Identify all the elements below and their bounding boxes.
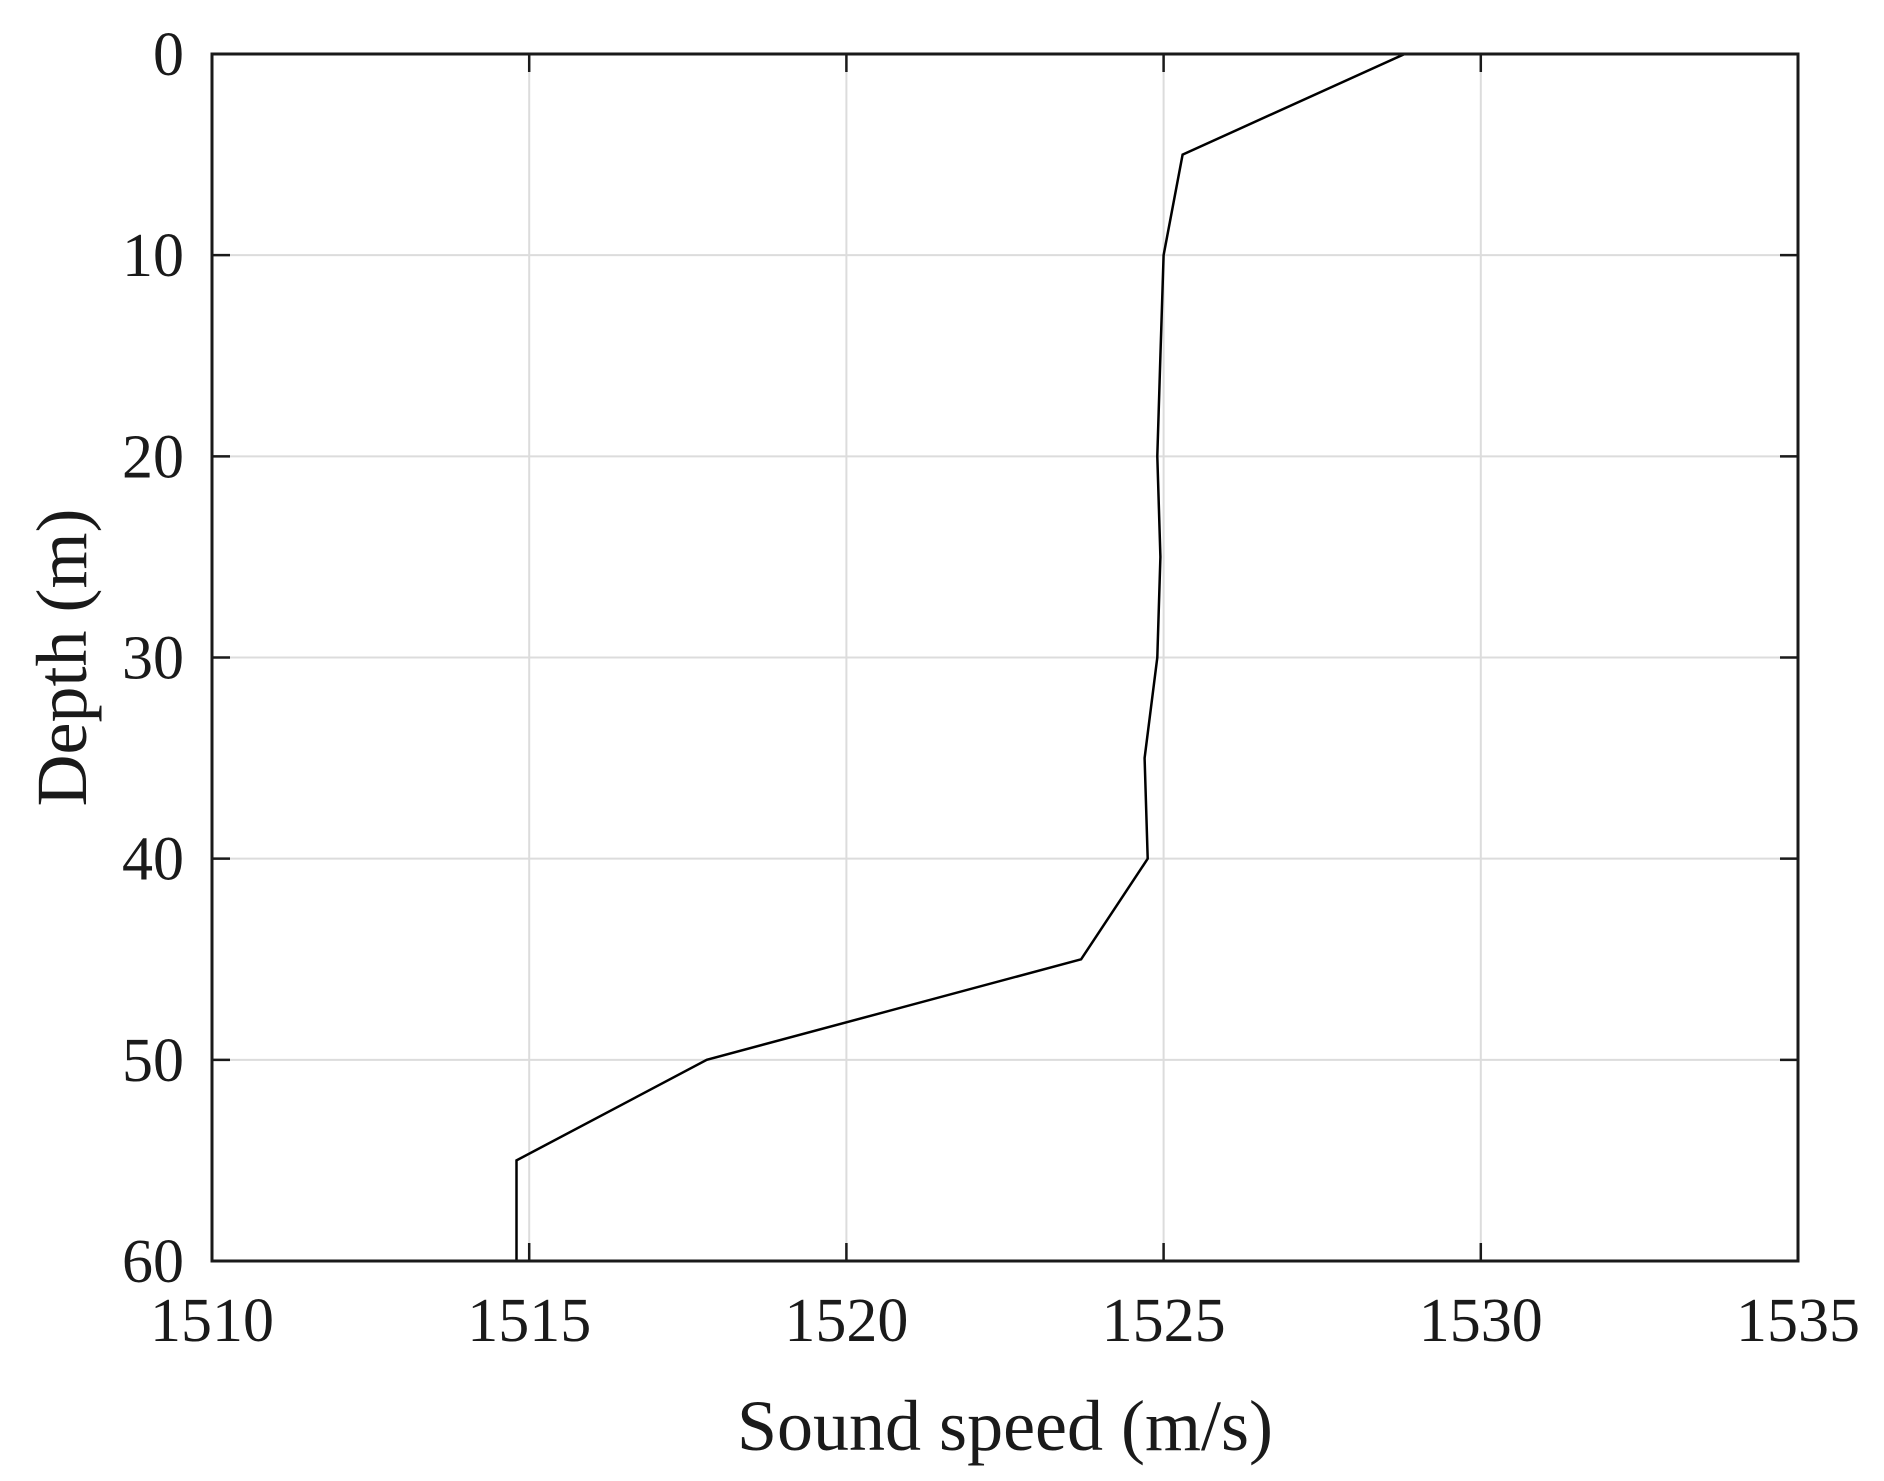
sound-speed-profile-line: [515, 52, 1406, 1261]
series-layer: [515, 52, 1406, 1261]
x-tick-label: 1510: [150, 1287, 274, 1355]
x-tick-label: 1530: [1419, 1287, 1543, 1355]
plot-area-frame: [210, 52, 1800, 1263]
y-tick-label: 30: [122, 625, 184, 693]
y-tick-label: 50: [122, 1027, 184, 1095]
y-tick-label: 40: [122, 826, 184, 894]
y-tick-label: 0: [153, 21, 184, 89]
grid: [211, 53, 1799, 1262]
tick-labels: 1510 1515 1520 1525 1530 1535 0 10 20 30 40 50 60: [122, 21, 1860, 1355]
y-axis-title: Depth (m): [22, 509, 102, 807]
y-tick-label: 60: [122, 1228, 184, 1296]
x-tick-label: 1515: [467, 1287, 591, 1355]
x-axis-title: Sound speed (m/s): [737, 1386, 1273, 1466]
x-tick-label: 1535: [1736, 1287, 1860, 1355]
x-tick-label: 1525: [1102, 1287, 1226, 1355]
x-tick-label: 1520: [784, 1287, 908, 1355]
y-tick-label: 20: [122, 423, 184, 491]
y-tick-label: 10: [122, 222, 184, 290]
